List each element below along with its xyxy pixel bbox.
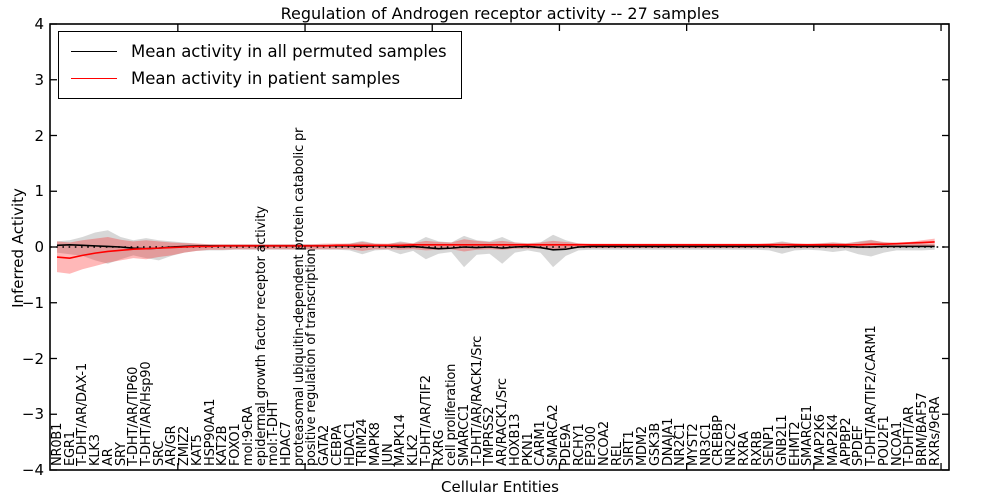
legend-row-patient: Mean activity in patient samples (71, 65, 447, 92)
series-line-patient (56, 241, 935, 259)
legend-row-permuted: Mean activity in all permuted samples (71, 38, 447, 65)
y-tick-label: −1 (21, 293, 44, 312)
y-tick-label: 2 (34, 126, 44, 145)
y-tick-label: −4 (21, 461, 44, 479)
legend: Mean activity in all permuted samples Me… (58, 31, 462, 99)
y-axis-label: Inferred Activity (9, 188, 27, 308)
legend-line-red-icon (71, 78, 117, 79)
band-permuted (57, 230, 935, 268)
y-tick-label: −2 (21, 349, 44, 368)
y-tick-label: 3 (34, 70, 44, 89)
legend-label-permuted: Mean activity in all permuted samples (131, 42, 447, 61)
chart-title: Regulation of Androgen receptor activity… (280, 4, 720, 23)
y-tick-label: −3 (21, 405, 44, 424)
y-tick-label: 1 (34, 182, 44, 201)
x-axis-label: Cellular Entities (441, 478, 559, 496)
y-tick-label: 0 (34, 238, 44, 256)
legend-line-black-icon (71, 51, 117, 52)
y-tick-label: 4 (34, 15, 44, 33)
legend-label-patient: Mean activity in patient samples (131, 69, 401, 88)
